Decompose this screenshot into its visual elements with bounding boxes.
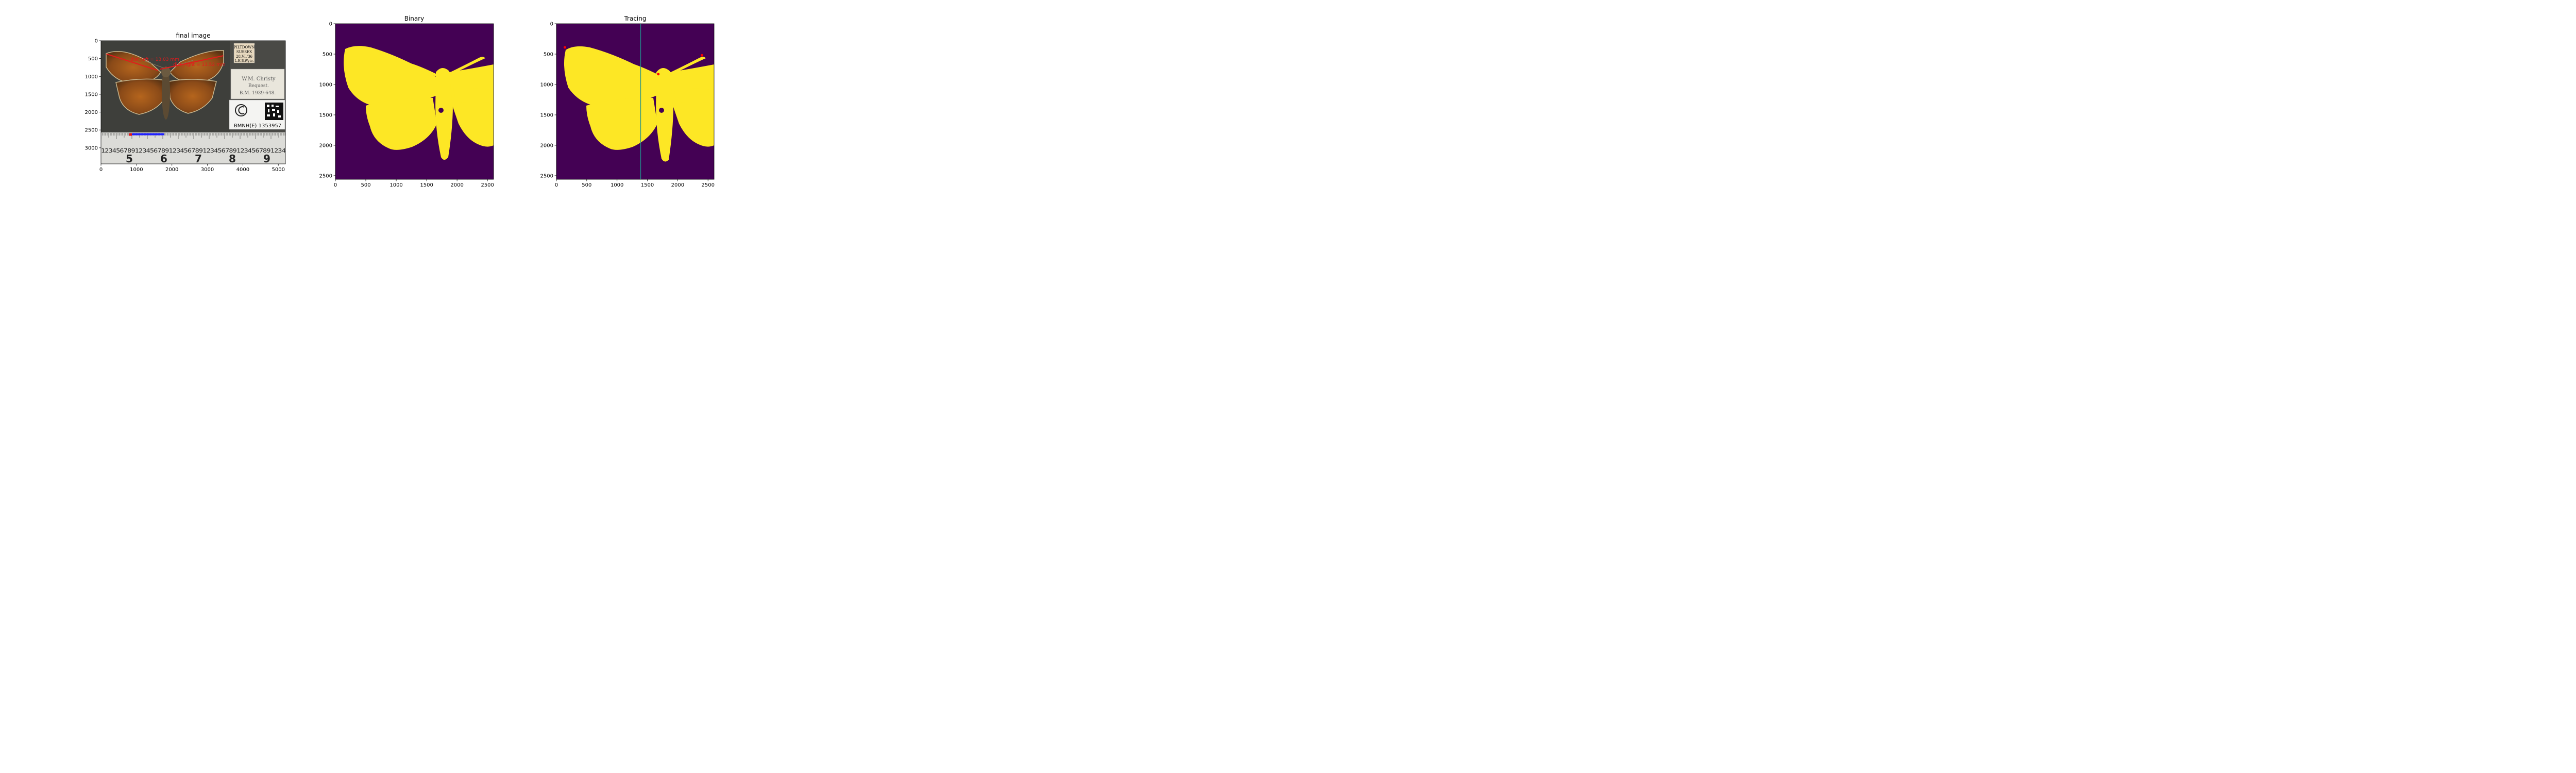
x-tick-label: 2000: [671, 182, 684, 188]
panel-title-final-image: final image: [176, 32, 210, 39]
butterfly-specimen: [106, 50, 224, 120]
collection-label-line-2: Bequest.: [248, 83, 269, 89]
y-tick-label: 2000: [540, 143, 553, 148]
collection-label-line-3: B.M. 1939-648.: [240, 91, 276, 96]
collection-label-line-1: W.M. Christy: [242, 76, 276, 82]
panel-title-tracing: Tracing: [623, 15, 646, 22]
panel-binary: Binary 0 500 1000 1500 2000 25000500100015002…: [319, 15, 494, 188]
ruler-small-digits: 1234567891234567891234567891234567891234…: [101, 147, 286, 154]
y-tick-label: 2500: [540, 173, 553, 179]
ruler-number: 6: [160, 153, 167, 165]
y-tick-label: 1500: [319, 112, 332, 118]
collection-label: [230, 69, 285, 99]
locality-label-line-4: L.H.B.Wyte.: [235, 59, 254, 63]
y-tick-label: 500: [88, 56, 98, 62]
x-tick-label: 1000: [611, 182, 623, 188]
axes-frame-3: [556, 23, 715, 180]
y-tick-label: 500: [323, 52, 332, 57]
x-tick-label: 2000: [165, 167, 178, 173]
y-tick-label: 1500: [540, 112, 553, 118]
binary-mask: [344, 46, 494, 160]
annotation-dist-left: dist_left = 13.03 mm: [130, 57, 179, 62]
x-tick-label: 0: [334, 182, 337, 188]
x-tick-label: 1000: [389, 182, 402, 188]
datamatrix-code: [265, 103, 283, 120]
ruler-number: 7: [195, 153, 202, 165]
x-tick-label: 2500: [481, 182, 494, 188]
panel-title-binary: Binary: [404, 15, 425, 22]
y-tick-label: 0: [329, 22, 332, 27]
x-tick-label: 1500: [420, 182, 433, 188]
x-tick-label: 500: [361, 182, 370, 188]
y-tick-label: 1000: [319, 82, 332, 88]
axes-frame-1: [100, 40, 286, 164]
ruler: [101, 132, 285, 164]
x-tick-label: 2000: [450, 182, 463, 188]
y-tick-label: 0: [95, 39, 98, 44]
locality-label: [233, 43, 255, 63]
panel-tracing: Tracing 0 500 1000 1500 2000 2500050010001500…: [540, 15, 715, 188]
x-tick-label: 3000: [201, 167, 214, 173]
tracing-mask: [564, 46, 714, 162]
ruler-number: 9: [263, 153, 270, 165]
locality-label-line-1: PILTDOWN: [234, 45, 255, 49]
ruler-number: 8: [229, 153, 236, 165]
y-tick-label: 2000: [319, 143, 332, 148]
y-tick-label: 2000: [85, 110, 98, 115]
wing-tip-point: [700, 54, 703, 57]
left-wing-measure-line: [106, 53, 158, 71]
y-tick-label: 2500: [319, 173, 332, 179]
axis-ticks-final-image: 0 1000 2000 3000 4000 5000 0 500 1000 1500 2000 250…: [85, 39, 285, 173]
figure: PILTDOWN SUSSEX 28.VI.'36 L.H.B.Wyte. W.…: [85, 15, 715, 188]
panel-final-image: PILTDOWN SUSSEX 28.VI.'36 L.H.B.Wyte. W.…: [85, 32, 286, 173]
x-tick-label: 1000: [130, 167, 143, 173]
right-wing-measure-line: [160, 55, 224, 70]
wing-tip-point: [563, 46, 566, 49]
y-tick-label: 500: [544, 52, 553, 57]
x-tick-label: 500: [582, 182, 591, 188]
ruler-number: 5: [126, 153, 133, 165]
y-tick-label: 1000: [85, 74, 98, 80]
ruler-numbers: 5 6 7 8 9: [126, 153, 270, 165]
axes-frame-2: [335, 23, 494, 180]
y-tick-label: 3000: [85, 145, 98, 151]
annotation-dist-right: dist_right = 13.52 mm: [173, 62, 226, 68]
x-tick-label: 5000: [272, 167, 285, 173]
tracing-overlay: [563, 24, 703, 179]
measurement-lines: [106, 53, 224, 136]
y-tick-label: 2500: [85, 128, 98, 133]
copyright-logo: [235, 104, 247, 116]
x-tick-label: 4000: [236, 167, 249, 173]
locality-label-line-3: 28.VI.'36: [236, 55, 253, 59]
locality-label-line-2: SUSSEX: [236, 50, 252, 54]
y-tick-label: 0: [550, 22, 553, 27]
x-tick-label: 0: [99, 167, 103, 173]
wing-tip-point: [657, 73, 660, 76]
scale-bar-marker: [129, 133, 132, 136]
id-label-text: BMNH(E) 1353957: [234, 123, 281, 129]
x-tick-label: 2500: [702, 182, 715, 188]
x-tick-label: 0: [555, 182, 558, 188]
x-tick-label: 1500: [641, 182, 654, 188]
y-tick-label: 1500: [85, 92, 98, 97]
y-tick-label: 1000: [540, 82, 553, 88]
